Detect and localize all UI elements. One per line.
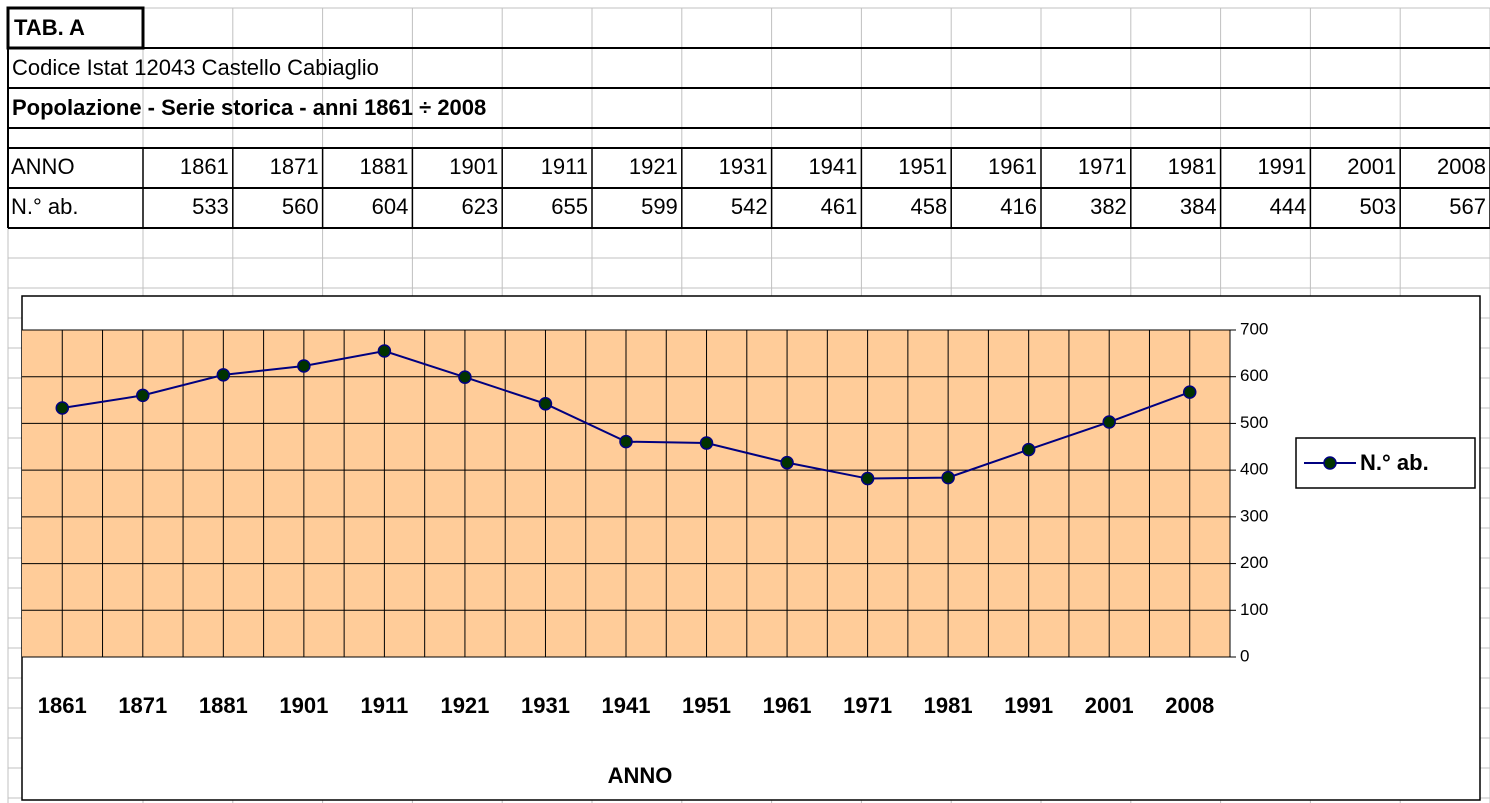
x-tick-label: 1961: [763, 693, 812, 718]
table-cell: 542: [731, 194, 768, 219]
table-cell: 458: [910, 194, 947, 219]
legend-marker: [1323, 456, 1337, 470]
data-point: [458, 370, 472, 384]
table-cell: 1951: [898, 154, 947, 179]
data-point: [1102, 415, 1116, 429]
table-cell: 2001: [1347, 154, 1396, 179]
x-tick-label: 2001: [1085, 693, 1134, 718]
x-tick-label: 1991: [1004, 693, 1053, 718]
table-cell: 560: [282, 194, 319, 219]
data-point: [860, 471, 875, 486]
y-tick-label: 400: [1240, 460, 1268, 479]
table-cell: 604: [372, 194, 409, 219]
table-cell: 1971: [1078, 154, 1127, 179]
data-point: [1021, 442, 1036, 457]
data-point: [780, 455, 794, 470]
x-tick-label: 1981: [924, 693, 973, 718]
x-tick-label: 1871: [118, 693, 167, 718]
y-tick-label: 600: [1240, 366, 1268, 385]
x-tick-label: 1901: [279, 693, 328, 718]
data-point: [297, 359, 311, 373]
table-cell: 1931: [719, 154, 768, 179]
data-point: [619, 434, 633, 449]
table-cell: 1881: [359, 154, 408, 179]
data-point: [216, 368, 231, 382]
x-tick-label: 2008: [1165, 693, 1214, 718]
table-cell: 1871: [270, 154, 319, 179]
data-point: [1182, 385, 1197, 399]
table-cell: 599: [641, 194, 678, 219]
table-cell: 623: [461, 194, 498, 219]
x-tick-label: 1931: [521, 693, 570, 718]
table-cell: 384: [1180, 194, 1217, 219]
row-header: N.° ab.: [11, 194, 79, 219]
table-cell: 1901: [449, 154, 498, 179]
y-tick-label: 300: [1240, 506, 1268, 525]
table-cell: 1961: [988, 154, 1037, 179]
table-cell: 1911: [541, 154, 588, 179]
table-cell: 503: [1359, 194, 1396, 219]
y-tick-label: 100: [1240, 600, 1268, 619]
y-tick-label: 500: [1240, 413, 1268, 432]
data-point: [699, 436, 714, 450]
x-tick-label: 1881: [199, 693, 248, 718]
table-cell: 461: [821, 194, 858, 219]
table-cell: 533: [192, 194, 229, 219]
table-title: TAB. A: [14, 15, 85, 40]
table-cell: 567: [1449, 194, 1486, 219]
y-tick-label: 700: [1240, 319, 1268, 338]
x-tick-label: 1941: [602, 693, 651, 718]
y-tick-label: 0: [1240, 646, 1249, 665]
x-tick-label: 1921: [440, 693, 489, 718]
table-heading: Popolazione - Serie storica - anni 1861 …: [12, 95, 486, 120]
data-point: [538, 397, 553, 411]
x-tick-label: 1951: [682, 693, 731, 718]
table-cell: 416: [1000, 194, 1037, 219]
data-point: [941, 470, 955, 485]
table-cell: 1921: [629, 154, 678, 179]
data-point: [55, 401, 70, 415]
x-axis-title: ANNO: [608, 763, 673, 788]
table-cell: 444: [1270, 194, 1307, 219]
table-cell: 1991: [1257, 154, 1306, 179]
x-tick-label: 1971: [843, 693, 892, 718]
x-tick-label: 1911: [361, 693, 409, 718]
legend-label: N.° ab.: [1360, 450, 1429, 475]
table-cell: 2008: [1437, 154, 1486, 179]
data-point: [377, 344, 392, 358]
table-cell: 1981: [1168, 154, 1217, 179]
table-cell: 655: [551, 194, 588, 219]
data-point: [136, 388, 150, 403]
table-subtitle: Codice Istat 12043 Castello Cabiaglio: [12, 55, 379, 80]
table-cell: 1861: [180, 154, 229, 179]
y-tick-label: 200: [1240, 553, 1268, 572]
table-cell: 382: [1090, 194, 1127, 219]
table-cell: 1941: [808, 154, 857, 179]
x-tick-label: 1861: [38, 693, 87, 718]
row-header: ANNO: [11, 154, 75, 179]
